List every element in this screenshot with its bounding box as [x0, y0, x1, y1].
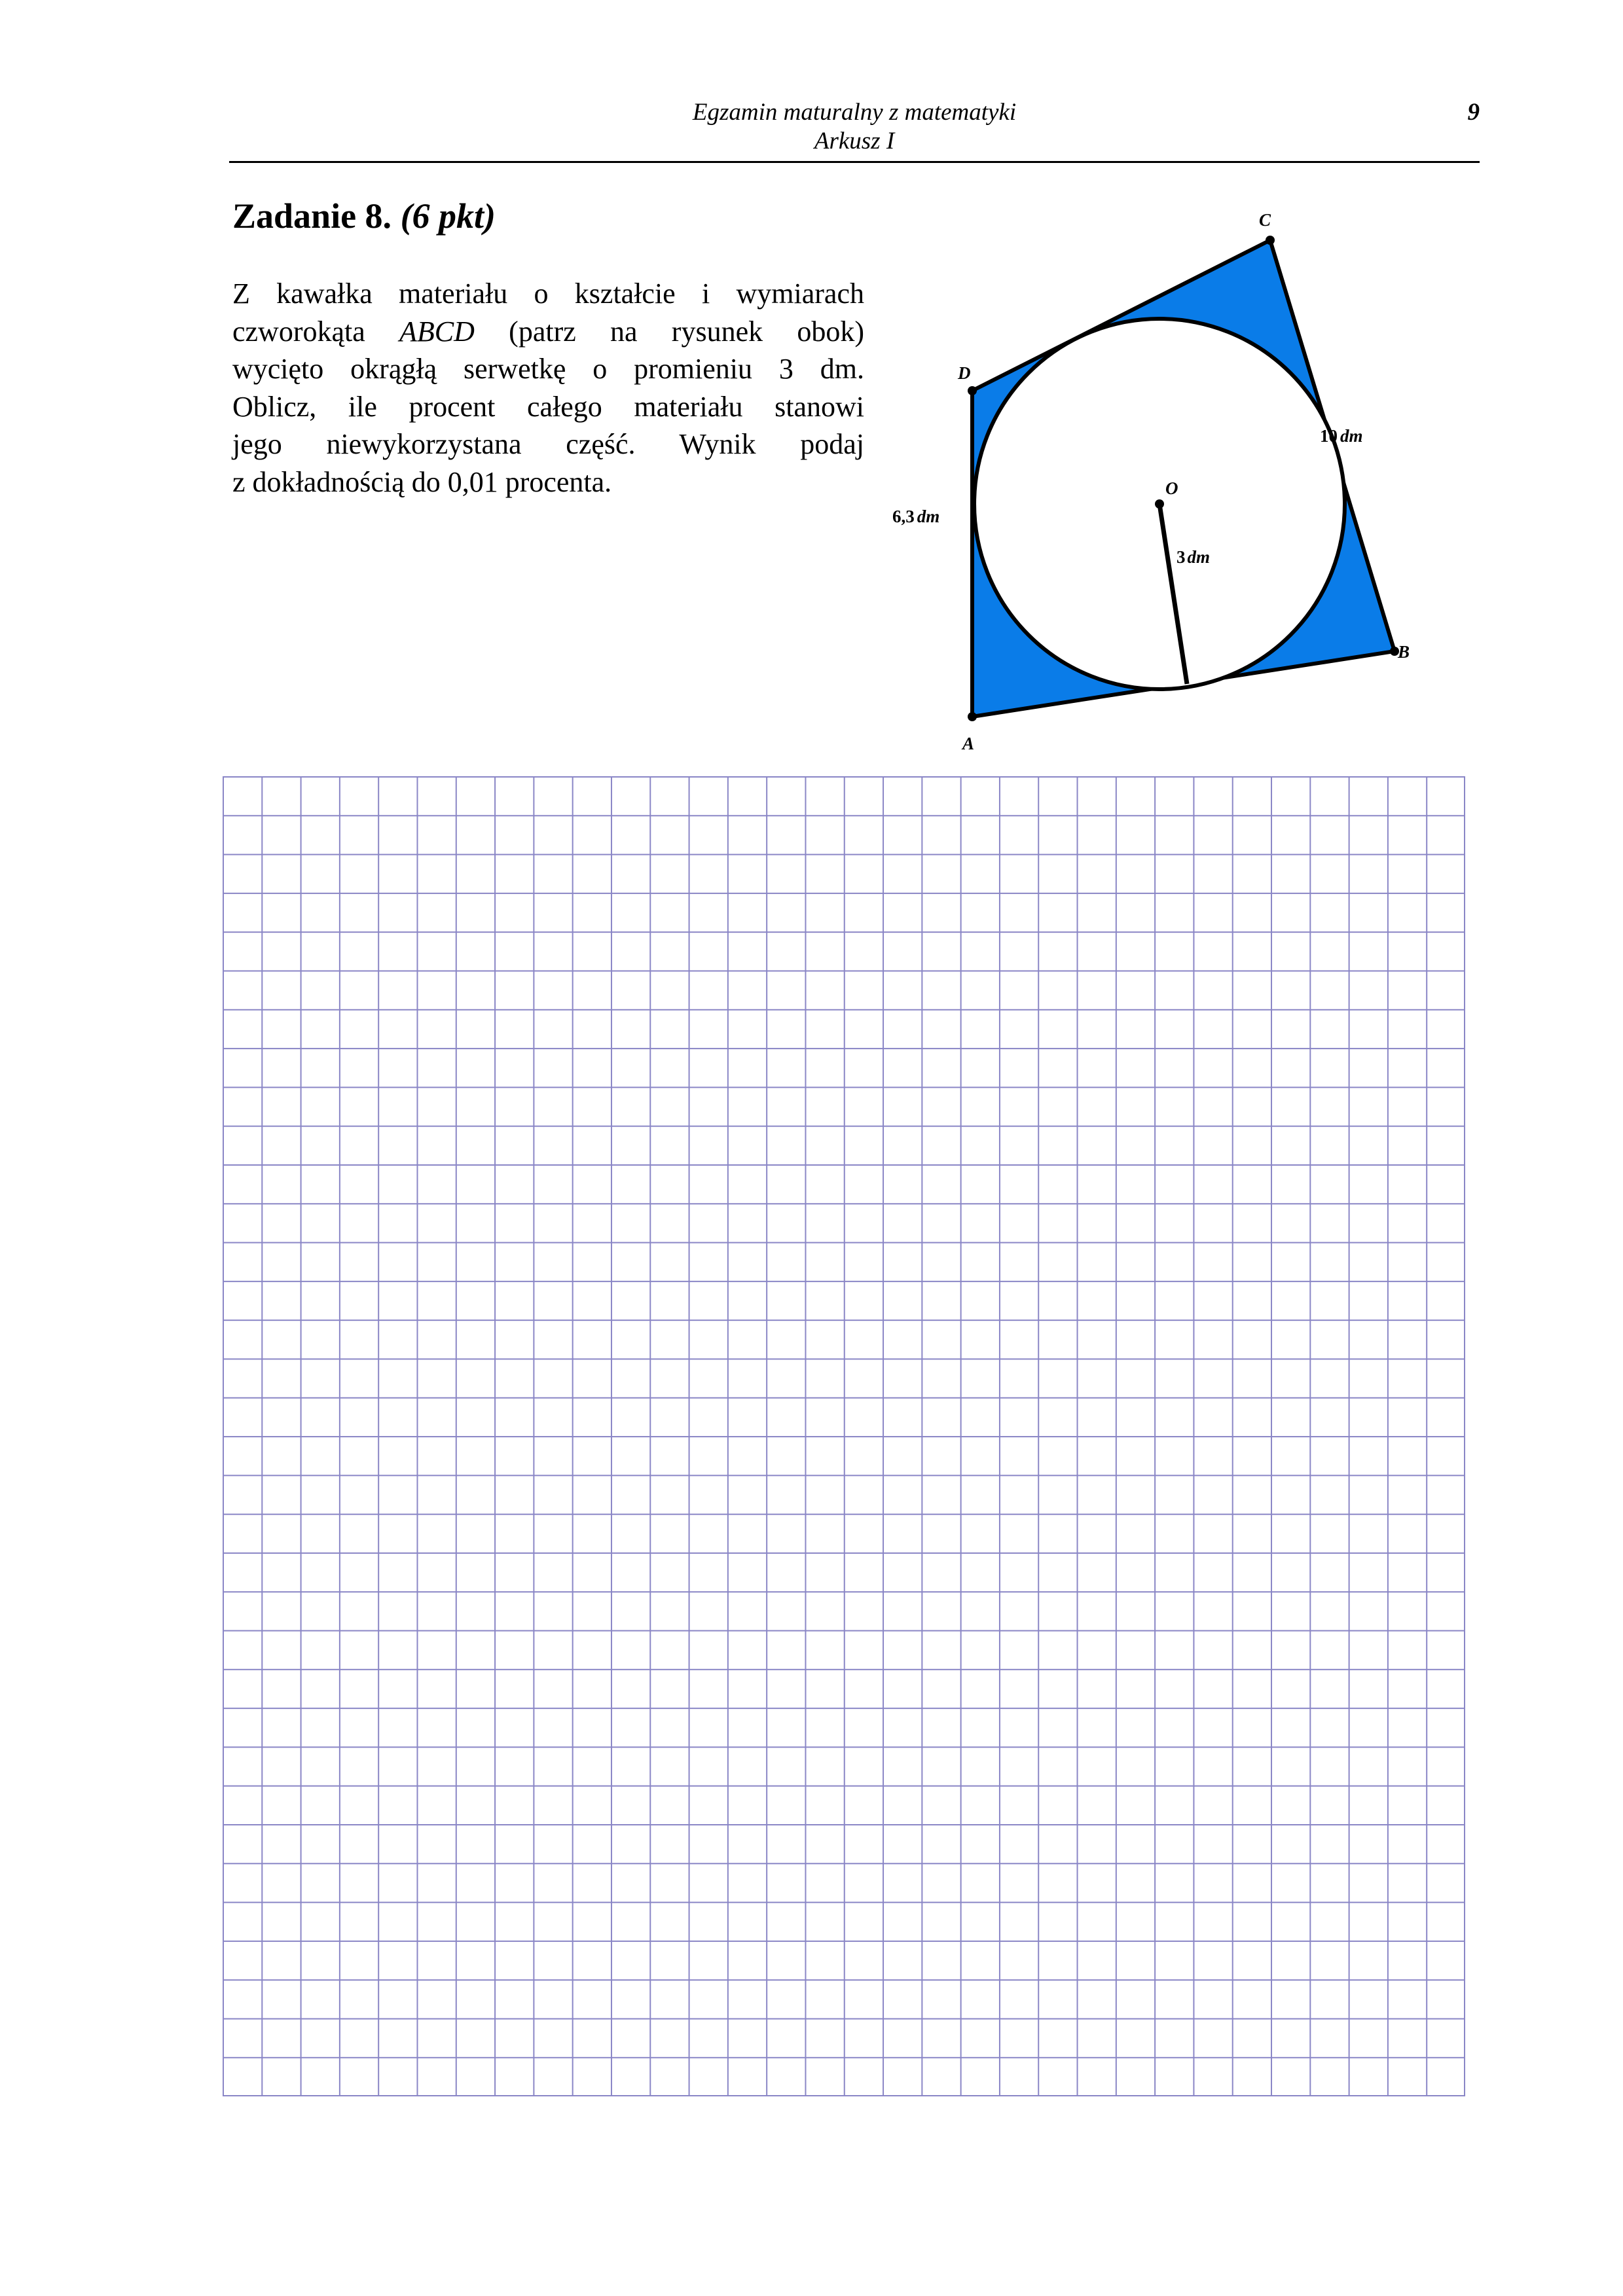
vertex-b-label: B	[1397, 642, 1410, 662]
vertex-d-point	[968, 386, 977, 395]
vertex-a-point	[968, 712, 977, 721]
header-divider	[229, 161, 1480, 163]
task-points: (6 pkt)	[400, 196, 496, 236]
sheet-label: Arkusz I	[814, 128, 895, 154]
page-header: Egzamin maturalny z matematyki Arkusz I …	[229, 98, 1480, 161]
task-statement: Z kawałka materiału o kształcie i wymiar…	[232, 275, 864, 501]
exam-title: Egzamin maturalny z matematyki	[692, 99, 1017, 126]
center-o-label: O	[1165, 478, 1178, 498]
task-line-3: wycięto okrągłą serwetkę o promieniu 3 d…	[232, 353, 864, 385]
task-number: Zadanie 8.	[232, 196, 392, 236]
center-o-point	[1155, 499, 1164, 509]
answer-grid[interactable]	[223, 776, 1465, 2096]
task-line-1: Z kawałka materiału o kształcie i wymiar…	[232, 278, 864, 310]
side-ad-length: 6,3 dm	[892, 507, 939, 526]
task-title: Zadanie 8. (6 pkt)	[232, 195, 496, 237]
task-line-2: czworokąta ABCD (patrz na rysunek obok)	[232, 315, 864, 348]
quadrilateral-figure: A B C D O 6,3 dm 10 dm 3 dm	[887, 206, 1444, 756]
vertex-d-label: D	[957, 363, 971, 383]
vertex-c-label: C	[1259, 210, 1271, 230]
vertex-b-point	[1390, 647, 1399, 656]
task-line-5: jego niewykorzystana część. Wynik podaj	[232, 428, 864, 460]
radius-length: 3 dm	[1176, 547, 1210, 567]
radius-segment	[1157, 503, 1190, 685]
vertex-a-label: A	[961, 734, 974, 753]
vertex-c-point	[1266, 236, 1275, 245]
page-number: 9	[1467, 99, 1480, 126]
figure-svg: A B C D O 6,3 dm 10 dm 3 dm	[892, 210, 1410, 753]
task-line-6: z dokładnością do 0,01 procenta.	[232, 465, 612, 498]
task-line-4: Oblicz, ile procent całego materiału sta…	[232, 390, 864, 423]
side-bc-length: 10 dm	[1320, 426, 1363, 446]
